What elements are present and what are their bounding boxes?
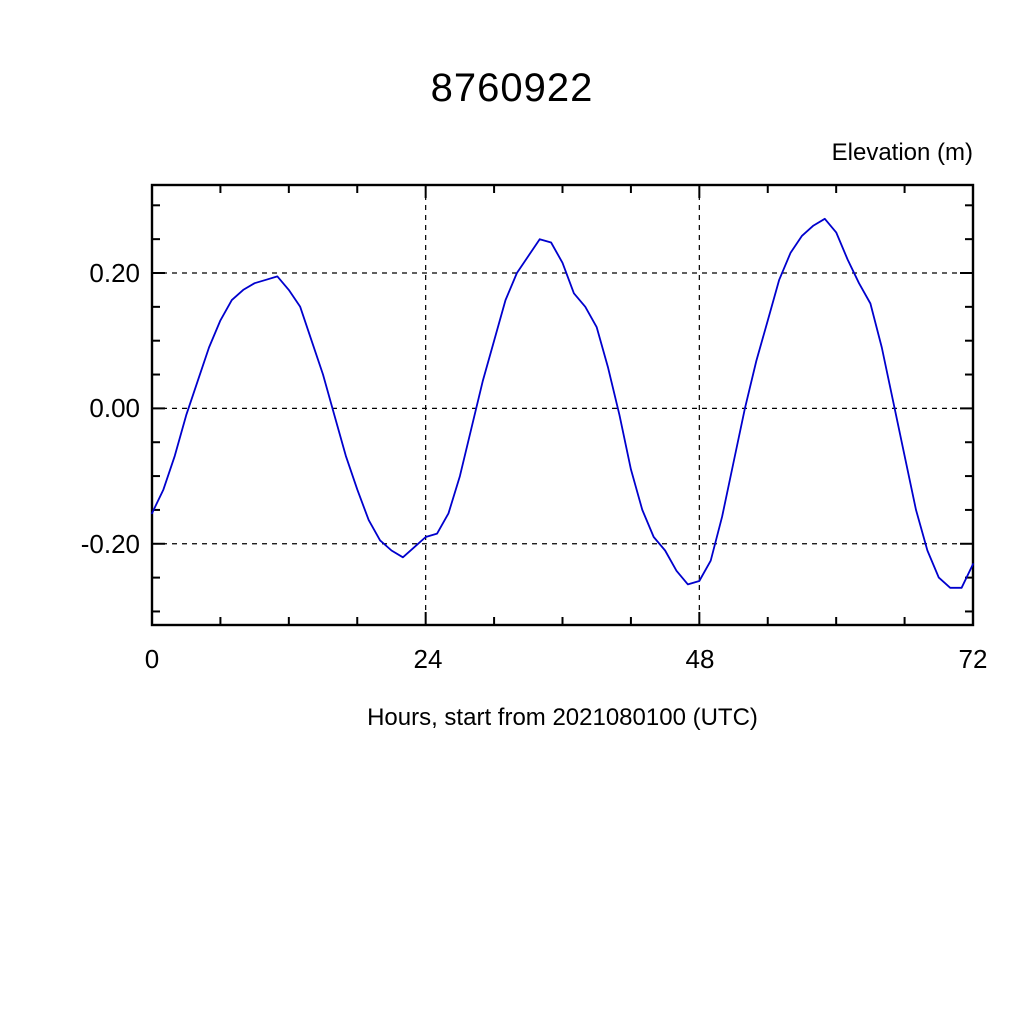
x-tick-label: 72 xyxy=(958,644,988,674)
x-axis-label: Hours, start from 2021080100 (UTC) xyxy=(367,704,758,731)
y-tick-label: 0.00 xyxy=(89,393,140,423)
x-tick-label: 48 xyxy=(685,644,715,674)
x-tick-label: 24 xyxy=(413,644,443,674)
y-tick-label: 0.20 xyxy=(89,258,140,288)
x-tick-label: 0 xyxy=(144,644,160,674)
tide-curve xyxy=(151,217,974,589)
chart-title: 8760922 xyxy=(430,66,594,110)
y-axis-label: Elevation (m) xyxy=(831,139,973,166)
y-tick-label: -0.20 xyxy=(80,529,140,559)
plot-frame xyxy=(150,183,975,627)
